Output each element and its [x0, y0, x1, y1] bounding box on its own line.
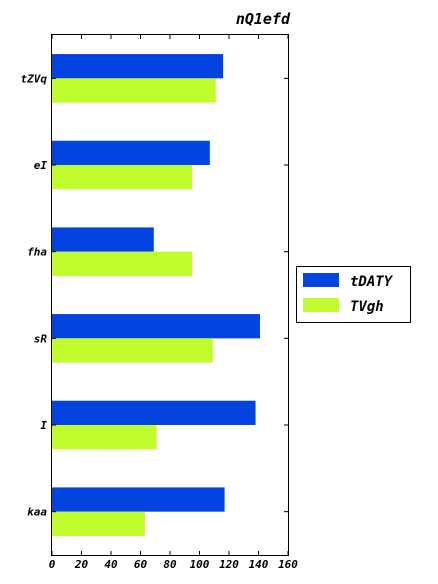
legend-swatch-tvgh [303, 298, 339, 312]
y-tick-label-ei: eI [34, 159, 48, 172]
y-tick-label-kaa: kaa [27, 506, 47, 519]
legend-label-tdaty: tDATY [350, 274, 394, 290]
y-tick-label-fha: fha [27, 246, 47, 259]
bar-tvgh-fha [52, 251, 193, 276]
bar-tdaty-i [52, 400, 256, 425]
x-tick-label-60: 60 [134, 558, 148, 571]
x-tick-label-160: 160 [278, 558, 298, 571]
x-tick-label-100: 100 [190, 558, 210, 571]
bar-tvgh-ei [52, 165, 193, 190]
x-tick-label-0: 0 [49, 558, 56, 571]
bar-tvgh-kaa [52, 511, 145, 536]
y-tick-label-sr: sR [34, 332, 48, 345]
legend-label-tvgh: TVgh [350, 299, 384, 315]
legend: tDATY TVgh [296, 266, 411, 323]
y-tick-label-tzvq: tZVq [21, 72, 48, 85]
plot-area-frame [51, 34, 289, 556]
x-tick-label-120: 120 [219, 558, 239, 571]
x-tick-label-80: 80 [163, 558, 177, 571]
x-tick-label-20: 20 [74, 558, 89, 571]
bar-tdaty-kaa [52, 487, 225, 512]
bar-tdaty-fha [52, 227, 154, 252]
y-tick-label-i: I [40, 419, 47, 432]
bar-tdaty-ei [52, 140, 210, 165]
bar-tdaty-sr [52, 314, 260, 339]
x-tick-label-140: 140 [249, 558, 269, 571]
bar-tvgh-sr [52, 338, 213, 363]
bar-tvgh-tzvq [52, 78, 216, 103]
bar-tdaty-tzvq [52, 54, 224, 79]
bar-tvgh-i [52, 425, 157, 450]
legend-swatch-tdaty [303, 273, 339, 287]
bars-layer [52, 54, 260, 536]
axes-layer: kaa IsR fha eI tZVq 0 20 40 60 80 100 120 140 160 [21, 35, 298, 571]
x-tick-label-40: 40 [104, 558, 118, 571]
chart-title: nQ1efd [236, 10, 291, 28]
